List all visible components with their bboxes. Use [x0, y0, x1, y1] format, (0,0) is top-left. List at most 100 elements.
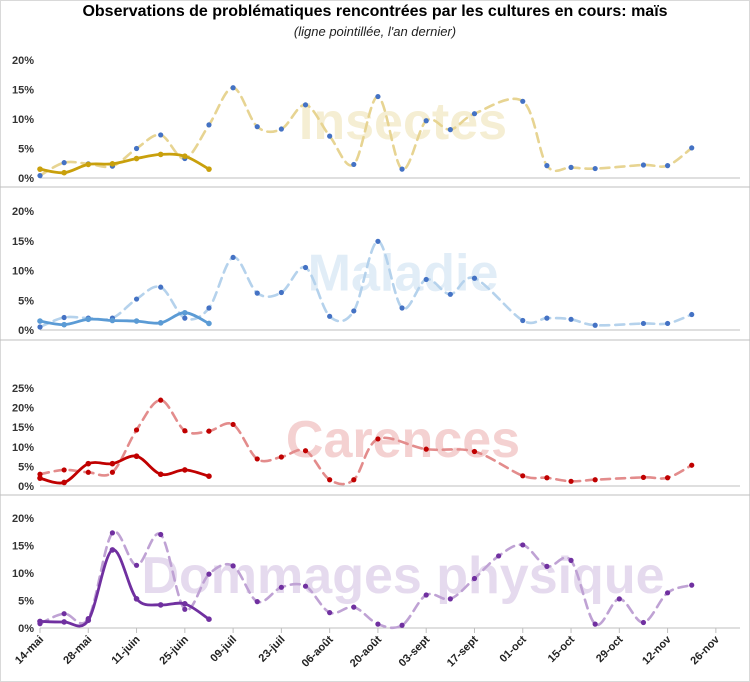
last-year-point: [544, 475, 550, 481]
last-year-point: [664, 320, 671, 327]
last-year-point: [327, 477, 333, 483]
y-tick-label: 10%: [12, 568, 34, 580]
last-year-point: [61, 467, 67, 473]
last-year-point: [182, 606, 188, 612]
last-year-point: [37, 173, 43, 179]
last-year-point: [592, 322, 598, 328]
last-year-point: [109, 469, 116, 475]
y-tick-label: 5%: [18, 461, 34, 473]
y-tick-label: 25%: [12, 383, 34, 395]
last-year-point: [61, 160, 67, 166]
last-year-point: [327, 133, 333, 139]
y-tick-label: 0%: [18, 173, 34, 185]
last-year-point: [351, 161, 357, 168]
current-year-point: [133, 318, 140, 324]
last-year-point: [254, 599, 260, 605]
last-year-point: [254, 124, 260, 130]
last-year-point: [278, 289, 284, 296]
last-year-point: [351, 308, 357, 314]
last-year-point: [278, 454, 284, 460]
current-year-point: [61, 479, 67, 486]
y-tick-label: 5%: [18, 144, 34, 156]
panel-watermark: Insectes: [299, 93, 507, 151]
current-year-point: [182, 309, 188, 316]
last-year-point: [375, 238, 381, 244]
last-year-point: [664, 163, 671, 169]
last-year-point: [327, 313, 333, 319]
last-year-point: [158, 284, 164, 290]
chart-title: Observations de problématiques rencontré…: [82, 3, 668, 20]
current-year-point: [133, 453, 140, 460]
last-year-point: [471, 448, 478, 455]
last-year-point: [61, 611, 67, 617]
last-year-point: [399, 166, 405, 172]
y-tick-label: 10%: [12, 266, 34, 278]
last-year-point: [302, 448, 309, 454]
last-year-point: [375, 436, 381, 442]
current-year-point: [133, 155, 140, 162]
last-year-point: [230, 254, 236, 261]
last-year-point: [592, 477, 598, 483]
current-year-point: [157, 602, 164, 608]
last-year-point: [278, 584, 284, 590]
current-year-point: [109, 161, 116, 167]
last-year-point: [640, 474, 647, 480]
last-year-point: [351, 477, 357, 483]
panel-watermark: Maladie: [308, 245, 499, 303]
x-tick-label: 29-oct: [594, 633, 626, 665]
last-year-series-line: [38, 239, 693, 329]
last-year-point: [230, 85, 236, 91]
last-year-point: [689, 145, 695, 151]
last-year-point: [423, 592, 429, 598]
last-year-point: [616, 596, 622, 602]
current-year-point: [37, 475, 43, 481]
last-year-point: [520, 98, 526, 104]
last-year-point: [375, 621, 381, 627]
y-tick-label: 0%: [18, 325, 34, 337]
current-year-point: [206, 320, 212, 327]
current-year-point: [37, 318, 43, 324]
x-tick-label: 15-oct: [546, 633, 578, 665]
last-year-point: [471, 575, 478, 582]
last-year-point: [471, 111, 478, 117]
last-year-point: [302, 102, 309, 108]
current-year-point: [157, 151, 164, 158]
panel-watermark: Carences: [286, 411, 520, 469]
last-year-series-line: [38, 86, 693, 177]
last-year-point: [206, 428, 212, 434]
last-year-point: [640, 320, 647, 327]
x-tick-label: 11-juin: [110, 633, 143, 666]
last-year-point: [496, 553, 502, 559]
last-year-point: [61, 314, 67, 321]
y-tick-label: 10%: [12, 114, 34, 126]
y-tick-label: 20%: [12, 513, 34, 525]
last-year-point: [230, 563, 236, 569]
current-year-point: [157, 471, 164, 478]
last-year-point: [568, 164, 574, 170]
last-year-point: [520, 473, 526, 479]
last-year-point: [568, 557, 574, 563]
last-year-point: [592, 621, 598, 627]
current-year-point: [61, 169, 67, 176]
last-year-series-line: [38, 530, 693, 630]
last-year-point: [37, 471, 43, 477]
last-year-point: [375, 93, 381, 100]
x-tick-label: 20-août: [348, 633, 384, 669]
last-year-point: [399, 622, 405, 628]
last-year-point: [689, 582, 695, 588]
current-year-series-line: [38, 548, 211, 628]
last-year-point: [544, 563, 550, 570]
last-year-point: [133, 145, 140, 152]
panel-watermark: Dommages physique: [141, 547, 664, 605]
x-tick-label: 09-juil: [208, 634, 239, 665]
last-year-point: [640, 162, 647, 168]
last-year-point: [109, 530, 116, 536]
current-year-point: [206, 473, 212, 480]
y-tick-label: 20%: [12, 55, 34, 67]
last-year-point: [85, 469, 91, 475]
last-year-point: [689, 462, 695, 468]
last-year-point: [182, 428, 188, 434]
last-year-point: [447, 291, 453, 297]
y-tick-label: 15%: [12, 541, 34, 553]
